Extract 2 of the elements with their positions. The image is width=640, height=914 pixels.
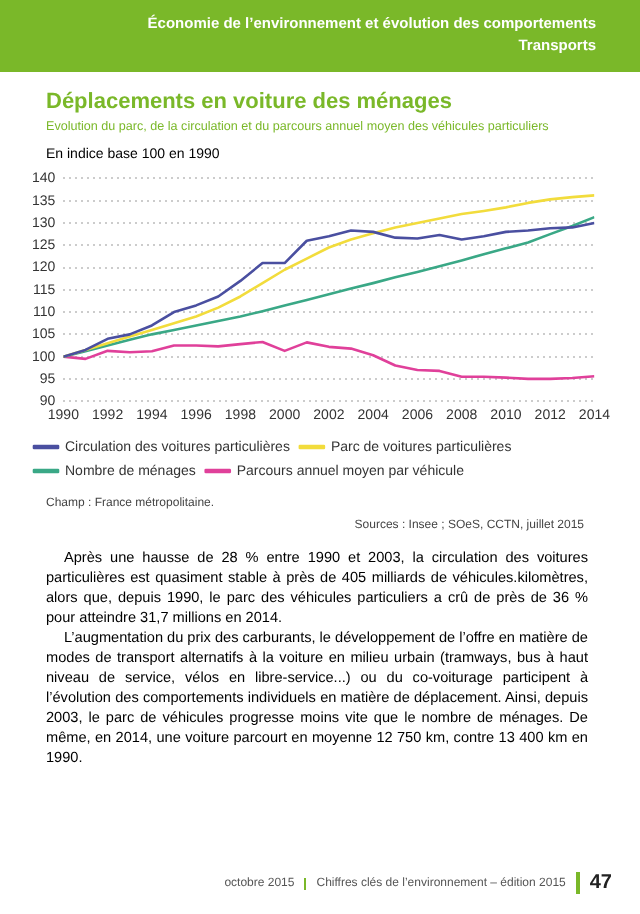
- chart-title: Déplacements en voiture des ménages: [46, 90, 454, 114]
- text: 47: [575, 872, 612, 894]
